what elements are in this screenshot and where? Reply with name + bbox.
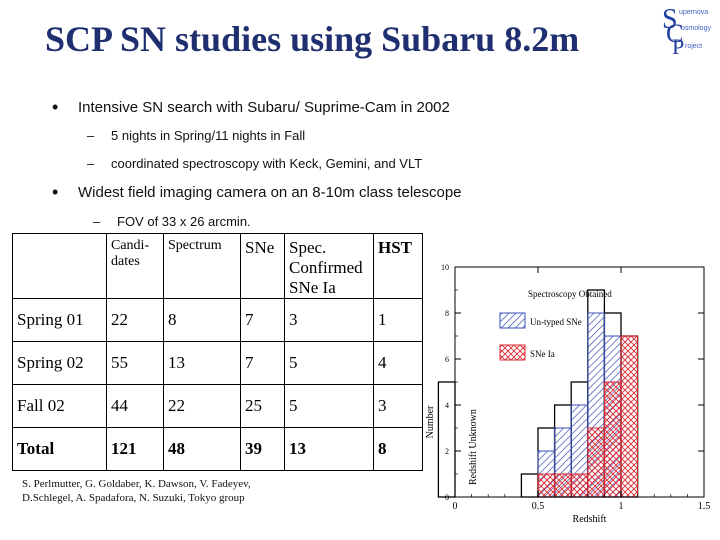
redshift-unknown-label: Redshift Unknown (468, 409, 479, 485)
table-row: Spring 01 22 8 7 3 1 (12, 298, 423, 342)
hist-bar-s2-b2 (554, 473, 572, 498)
sub-bullet-1-2: – coordinated spectroscopy with Keck, Ge… (87, 156, 423, 171)
y-tick-label: 2 (445, 447, 449, 456)
row-label: Total (12, 427, 107, 471)
legend-label-2: SNe Ia (530, 349, 555, 359)
row-label: Spring 02 (12, 341, 107, 385)
bullet-1-text: Intensive SN search with Subaru/ Suprime… (78, 99, 450, 116)
bullet-1: • Intensive SN search with Subaru/ Supri… (52, 97, 450, 117)
y-tick-label: 6 (445, 355, 449, 364)
hist-bar-unknown-0 (437, 381, 456, 498)
scp-logo: S C P upernova osmology roject (662, 4, 711, 54)
cell-spectrum: 13 (163, 341, 241, 385)
cell-hst: 4 (373, 341, 423, 385)
x-tick-label: 0.5 (532, 501, 545, 512)
bullet-2: • Widest field imaging camera on an 8-10… (52, 182, 462, 202)
histogram-plot-layer: 0 0.5 1 1.5 0 2 4 6 8 10 Redshift Number Redshift Un… (425, 263, 710, 525)
logo-letter-p: P (672, 34, 684, 54)
x-tick-label: 0 (453, 501, 458, 512)
cell-hst: 1 (373, 298, 423, 342)
row-label: Fall 02 (12, 384, 107, 428)
cell-sne: 7 (240, 341, 285, 385)
logo-letter-c: C (666, 19, 683, 48)
cell-candidates: 44 (106, 384, 164, 428)
hist-bar-s0-b0 (520, 473, 539, 498)
x-axis-label: Redshift (573, 514, 607, 525)
hist-bar-s2-b6 (620, 335, 639, 498)
row-label: Spring 01 (12, 298, 107, 342)
y-axis-label: Number (425, 405, 436, 438)
cell-spectrum: 22 (163, 384, 241, 428)
cell-confirmed: 5 (284, 384, 374, 428)
cell-candidates: 121 (106, 427, 164, 471)
cell-candidates: 22 (106, 298, 164, 342)
dash: – (87, 156, 95, 171)
bullet-2-text: Widest field imaging camera on an 8-10m … (78, 184, 462, 201)
author-line-1: S. Perlmutter, G. Goldaber, K. Dawson, V… (22, 478, 251, 490)
y-tick-label: 8 (445, 309, 449, 318)
cell-sne: 25 (240, 384, 285, 428)
cell-spectrum: 8 (163, 298, 241, 342)
y-tick-label: 10 (441, 263, 449, 272)
header-cell-empty (12, 233, 107, 299)
dash: – (93, 214, 101, 229)
cell-sne: 7 (240, 298, 285, 342)
author-line-2: D.Schlegel, A. Spadafora, N. Suzuki, Tok… (22, 492, 245, 504)
cell-spectrum: 48 (163, 427, 241, 471)
sn-summary-table: Candi-dates Spectrum SNe Spec. Confirmed… (12, 233, 423, 471)
legend-swatch-2 (499, 344, 526, 361)
cell-confirmed: 5 (284, 341, 374, 385)
cell-candidates: 55 (106, 341, 164, 385)
cell-confirmed: 3 (284, 298, 374, 342)
legend-label-0: Spectroscopy Obtained (528, 289, 612, 299)
hist-bar-s2-b5 (603, 381, 622, 498)
bullet-dot: • (52, 182, 59, 202)
logo-letter-s: S (662, 4, 678, 35)
header-candidates: Candi-dates (106, 233, 164, 299)
y-tick-label: 0 (445, 493, 449, 502)
cell-hst: 8 (373, 427, 423, 471)
hist-bar-s2-b4 (587, 427, 605, 498)
logo-word-cosmology: osmology (681, 25, 711, 32)
header-spectrum: Spectrum (163, 233, 241, 299)
sub-bullet-2-1-text: FOV of 33 x 26 arcmin. (117, 214, 251, 229)
header-sne: SNe (240, 233, 285, 299)
bullet-dot: • (52, 97, 59, 117)
header-spec-confirmed: Spec. Confirmed SNe Ia (284, 233, 374, 299)
x-tick-label: 1.5 (698, 501, 711, 512)
table-row: Fall 02 44 22 25 5 3 (12, 384, 423, 428)
sub-bullet-1-1: – 5 nights in Spring/11 nights in Fall (87, 128, 306, 143)
logo-word-supernova: upernova (679, 9, 708, 16)
cell-hst: 3 (373, 384, 423, 428)
y-tick-label: 4 (445, 401, 449, 410)
header-hst: HST (373, 233, 423, 299)
table-row-total: Total 121 48 39 13 8 (12, 427, 423, 471)
hist-bar-s2-b3 (570, 473, 589, 498)
author-list: S. Perlmutter, G. Goldaber, K. Dawson, V… (22, 477, 251, 505)
sub-bullet-1-1-text: 5 nights in Spring/11 nights in Fall (111, 128, 306, 143)
legend-swatch-1 (499, 312, 526, 329)
cell-confirmed: 13 (284, 427, 374, 471)
x-tick-label: 1 (619, 501, 624, 512)
sub-bullet-2-1: – FOV of 33 x 26 arcmin. (93, 214, 251, 229)
slide-title: SCP SN studies using Subaru 8.2m (45, 19, 580, 59)
cell-sne: 39 (240, 427, 285, 471)
dash: – (87, 128, 95, 143)
hist-bar-s2-b1 (537, 473, 556, 498)
redshift-histogram: 0 0.5 1 1.5 0 2 4 6 8 10 Redshift Number Redshift Un… (425, 263, 710, 525)
logo-word-project: roject (685, 43, 702, 50)
table-header-row: Candi-dates Spectrum SNe Spec. Confirmed… (12, 233, 423, 299)
legend-label-1: Un-typed SNe (530, 317, 582, 327)
table-row: Spring 02 55 13 7 5 4 (12, 341, 423, 385)
sub-bullet-1-2-text: coordinated spectroscopy with Keck, Gemi… (111, 156, 423, 171)
